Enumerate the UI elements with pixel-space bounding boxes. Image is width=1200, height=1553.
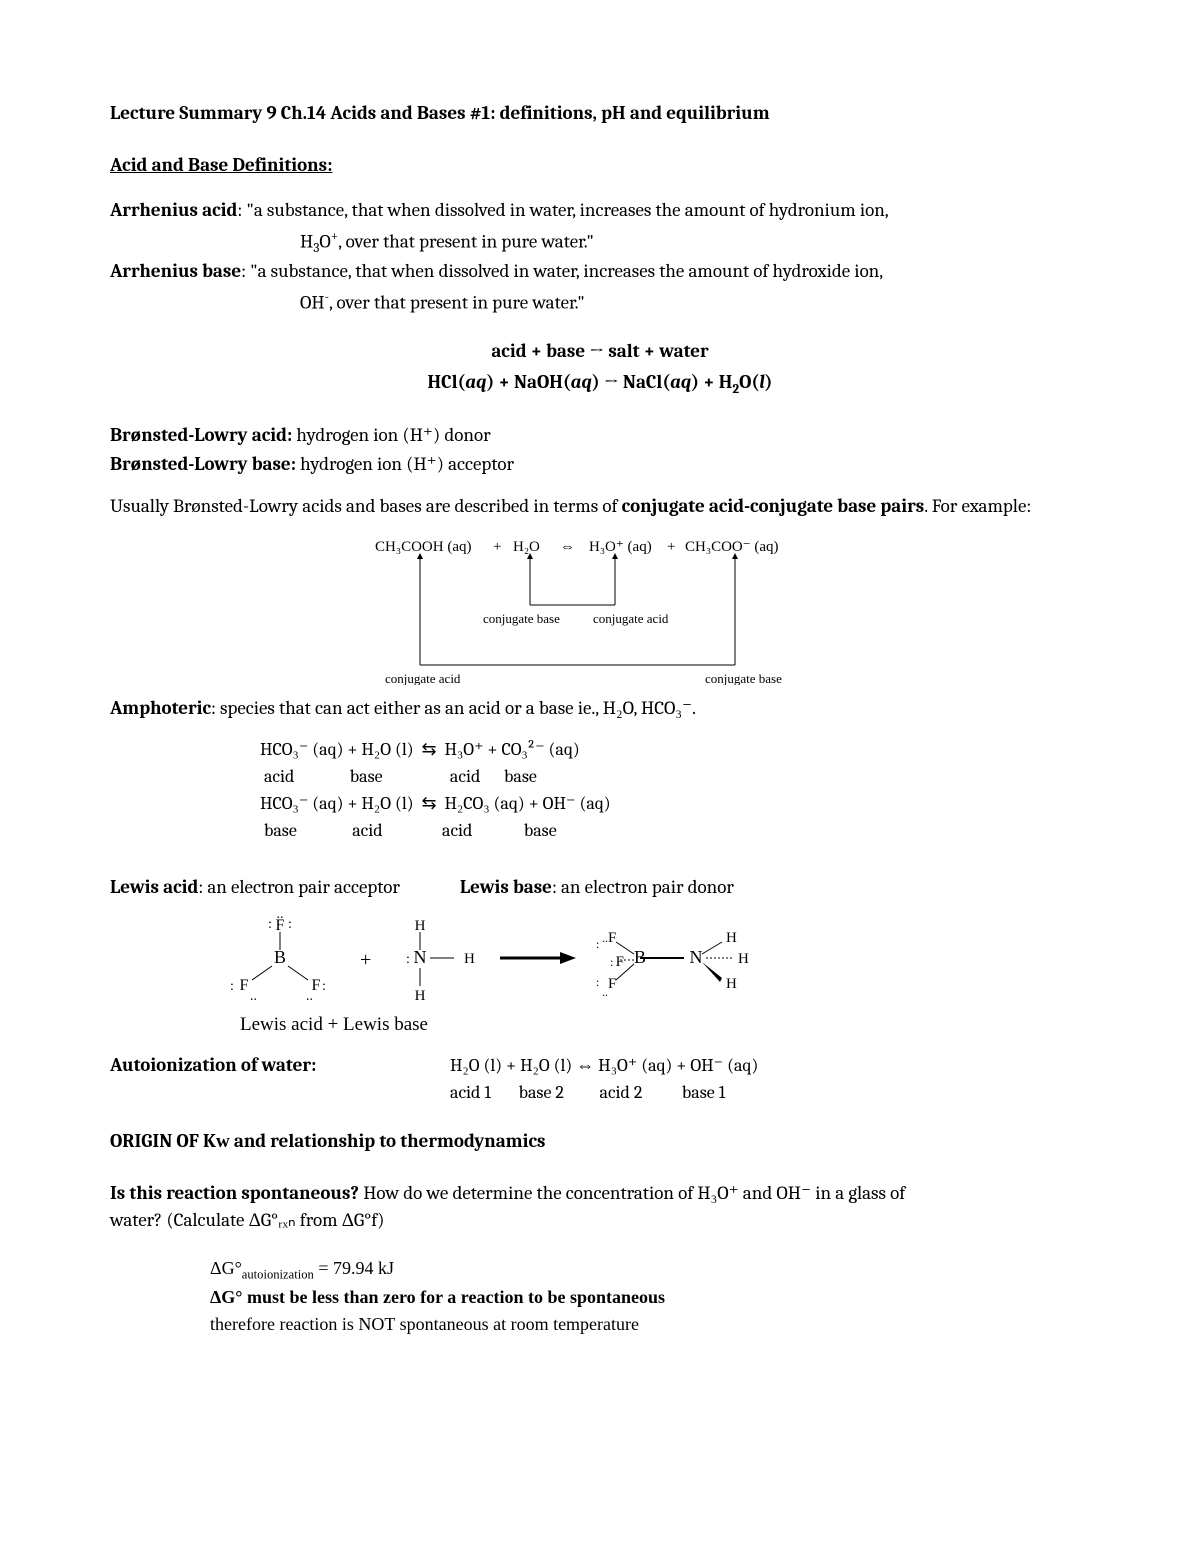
ampho-l4: base acid acid base — [260, 817, 1090, 844]
section-heading-definitions: Acid and Base Definitions: — [110, 152, 1090, 180]
d-sp3: H₃O⁺ (aq) — [589, 539, 652, 555]
bl-base-term: Brønsted-Lowry base: — [110, 453, 296, 475]
svg-text:..: .. — [602, 985, 608, 999]
lewis-definitions: Lewis acid: an electron pair acceptor Le… — [110, 874, 1090, 902]
arrhenius-acid-def1: : "a substance, that when dissolved in w… — [237, 199, 888, 221]
auto-eq1: H₂O (l) + H₂O (l) ⇔ H₃O⁺ (aq) + OH⁻ (aq) — [450, 1052, 758, 1079]
svg-text:H: H — [726, 930, 737, 946]
generic-eq1: acid + base → salt + water — [110, 336, 1090, 366]
bl-acid-def: hydrogen ion (H⁺) donor — [292, 424, 490, 446]
lewis-diagram: B F F F .. : : : .. : .. + N : H H H — [210, 908, 850, 1047]
thermo-l1: ΔG°autoionization = 79.94 kJ — [210, 1255, 1090, 1284]
bl-base-row: Brønsted-Lowry base: hydrogen ion (H⁺) a… — [110, 451, 1090, 479]
arrhenius-base-term: Arrhenius base — [110, 260, 241, 282]
generic-reaction: acid + base → salt + water HCl(aq) + NaO… — [110, 336, 1090, 399]
svg-text::: : — [596, 937, 599, 951]
conj-3: . For example: — [924, 495, 1031, 517]
d-mid2: conjugate acid — [593, 611, 669, 626]
svg-text::: : — [322, 979, 326, 994]
amphoteric-eqns: HCO₃⁻ (aq) + H₂O (l) ⇆ H₃O⁺ + CO₃²⁻ (aq)… — [110, 736, 1090, 844]
generic-eq2: HCl(aq) + NaOH(aq) → NaCl(aq) + H2O(l) — [110, 367, 1090, 400]
arrhenius-acid-def2: , over that present in pure water." — [338, 230, 594, 252]
svg-text:F: F — [616, 954, 624, 970]
arrhenius-acid-term: Arrhenius acid — [110, 199, 237, 221]
d-sp2: H₂O — [513, 539, 540, 555]
svg-text::: : — [268, 917, 272, 932]
arrhenius-acid-row: Arrhenius acid: "a substance, that when … — [110, 197, 1090, 225]
svg-text:F: F — [240, 977, 249, 994]
lewis-acid: Lewis acid: an electron pair acceptor — [110, 874, 400, 902]
spont-rest2: water? (Calculate ΔG°ᵣₓₙ from ΔG°f) — [110, 1209, 385, 1231]
svg-text:H: H — [464, 951, 475, 967]
lewis-base-def: : an electron pair donor — [552, 876, 734, 898]
ampho-l1: HCO₃⁻ (aq) + H₂O (l) ⇆ H₃O⁺ + CO₃²⁻ (aq) — [260, 736, 1090, 763]
lewis-acid-term: Lewis acid — [110, 876, 198, 898]
svg-text::: : — [288, 917, 292, 932]
d-sp1: CH₃COOH (aq) — [375, 539, 471, 555]
svg-text::: : — [406, 952, 410, 967]
svg-text:Lewis acid + Lewis base: Lewis acid + Lewis base — [240, 1014, 428, 1035]
conj-1: Usually Brønsted-Lowry acids and bases a… — [110, 495, 622, 517]
arrhenius-acid-cont: H3O+, over that present in pure water." — [110, 227, 1090, 258]
d-plus1: + — [493, 539, 501, 555]
d-arrow: ⇔ — [560, 539, 575, 555]
ampho-term: Amphoteric — [110, 697, 211, 719]
thermo-l3: therefore reaction is NOT spontaneous at… — [210, 1311, 1090, 1338]
conj-2: conjugate acid-conjugate base pairs — [622, 495, 925, 517]
arrhenius-base-def2: , over that present in pure water." — [329, 291, 585, 313]
conjugate-intro: Usually Brønsted-Lowry acids and bases a… — [110, 493, 1090, 521]
auto-term: Autoionization of water: — [110, 1052, 370, 1106]
spont-rest1: How do we determine the concentration of… — [359, 1182, 905, 1204]
amphoteric-row: Amphoteric: species that can act either … — [110, 695, 1090, 723]
spont-q: Is this reaction spontaneous? — [110, 1182, 359, 1204]
ampho-l2: acid base acid base — [260, 763, 1090, 790]
kw-heading: ORIGIN OF Kᴡ and relationship to thermod… — [110, 1128, 1090, 1156]
lewis-acid-def: : an electron pair acceptor — [198, 876, 400, 898]
spontaneous-q: Is this reaction spontaneous? How do we … — [110, 1180, 1090, 1235]
d-bot2: conjugate base — [705, 671, 782, 685]
arrhenius-base-def1: : "a substance, that when dissolved in w… — [241, 260, 883, 282]
svg-text:..: .. — [277, 908, 284, 922]
document-page: Lecture Summary 9 Ch.14 Acids and Bases … — [0, 0, 1200, 1553]
arrhenius-base-row: Arrhenius base: "a substance, that when … — [110, 258, 1090, 286]
bl-base-def: hydrogen ion (H⁺) acceptor — [296, 453, 514, 475]
lewis-base-term: Lewis base — [460, 876, 552, 898]
ampho-l3: HCO₃⁻ (aq) + H₂O (l) ⇆ H₂CO₃ (aq) + OH⁻ … — [260, 790, 1090, 817]
d-sp4: CH₃COO⁻ (aq) — [685, 539, 779, 555]
lewis-svg: B F F F .. : : : .. : .. + N : H H H — [210, 908, 850, 1038]
d-plus2: + — [667, 539, 675, 555]
lewis-base: Lewis base: an electron pair donor — [460, 874, 734, 902]
page-title: Lecture Summary 9 Ch.14 Acids and Bases … — [110, 100, 1090, 128]
svg-text:H: H — [738, 951, 749, 967]
svg-text::: : — [230, 979, 234, 994]
bl-acid-row: Brønsted-Lowry acid: hydrogen ion (H⁺) d… — [110, 422, 1090, 450]
thermo-block: ΔG°autoionization = 79.94 kJ ΔG° must be… — [110, 1255, 1090, 1338]
svg-text:..: .. — [250, 989, 257, 1004]
svg-text:H: H — [726, 976, 737, 992]
bl-acid-term: Brønsted-Lowry acid: — [110, 424, 292, 446]
conjugate-svg: CH₃COOH (aq) + H₂O ⇔ H₃O⁺ (aq) + CH₃COO⁻… — [365, 535, 835, 685]
svg-text:H: H — [415, 988, 426, 1004]
d-mid1: conjugate base — [483, 611, 560, 626]
ampho-def: : species that can act either as an acid… — [211, 697, 696, 719]
arrhenius-base-cont: OH-, over that present in pure water." — [110, 288, 1090, 317]
svg-text:..: .. — [306, 989, 313, 1004]
svg-text:..: .. — [602, 931, 608, 945]
auto-eq2: acid 1 base 2 acid 2 base 1 — [450, 1079, 758, 1106]
svg-text::: : — [610, 955, 613, 969]
svg-text:F: F — [608, 930, 616, 946]
d-bot1: conjugate acid — [385, 671, 461, 685]
svg-text:+: + — [360, 949, 371, 971]
svg-text:F: F — [608, 976, 616, 992]
auto-eq: H₂O (l) + H₂O (l) ⇔ H₃O⁺ (aq) + OH⁻ (aq)… — [450, 1052, 758, 1106]
thermo-l2: ΔG° must be less than zero for a reactio… — [210, 1284, 1090, 1311]
svg-text:N: N — [690, 947, 703, 967]
svg-text:H: H — [415, 918, 426, 934]
autoionization-row: Autoionization of water: H₂O (l) + H₂O (… — [110, 1052, 1090, 1106]
svg-text::: : — [596, 975, 599, 989]
conjugate-diagram: CH₃COOH (aq) + H₂O ⇔ H₃O⁺ (aq) + CH₃COO⁻… — [365, 535, 835, 685]
